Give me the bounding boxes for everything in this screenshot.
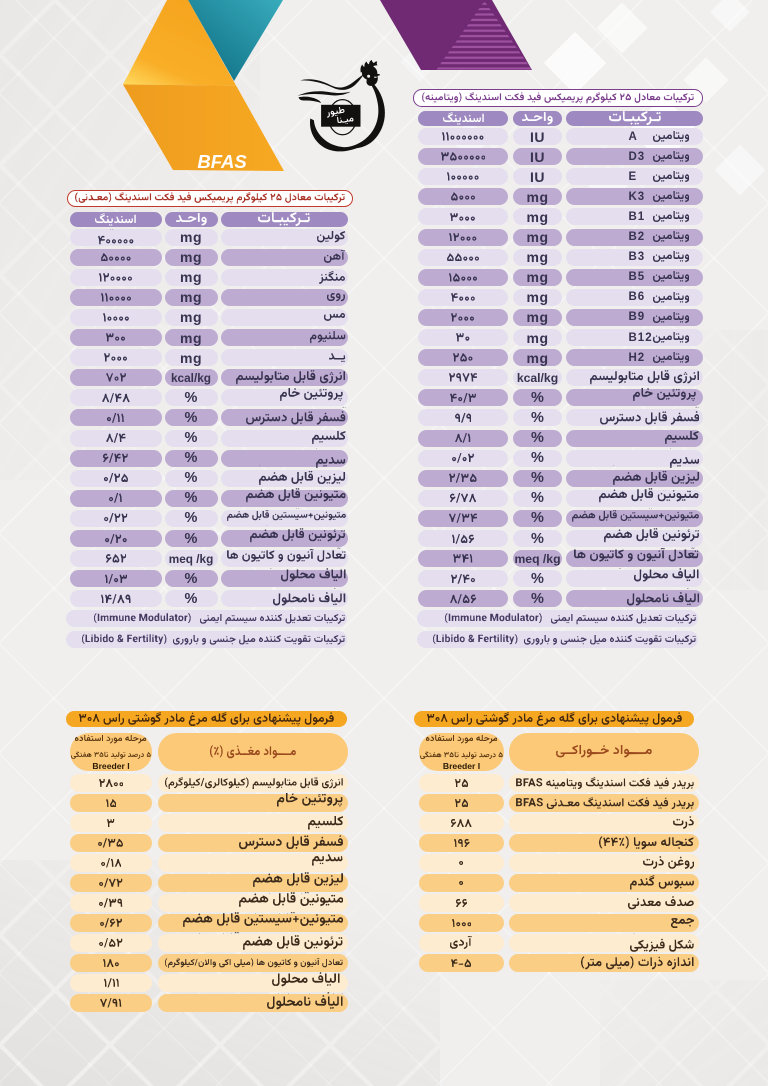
svg-text:BFAS: BFAS	[197, 151, 247, 172]
